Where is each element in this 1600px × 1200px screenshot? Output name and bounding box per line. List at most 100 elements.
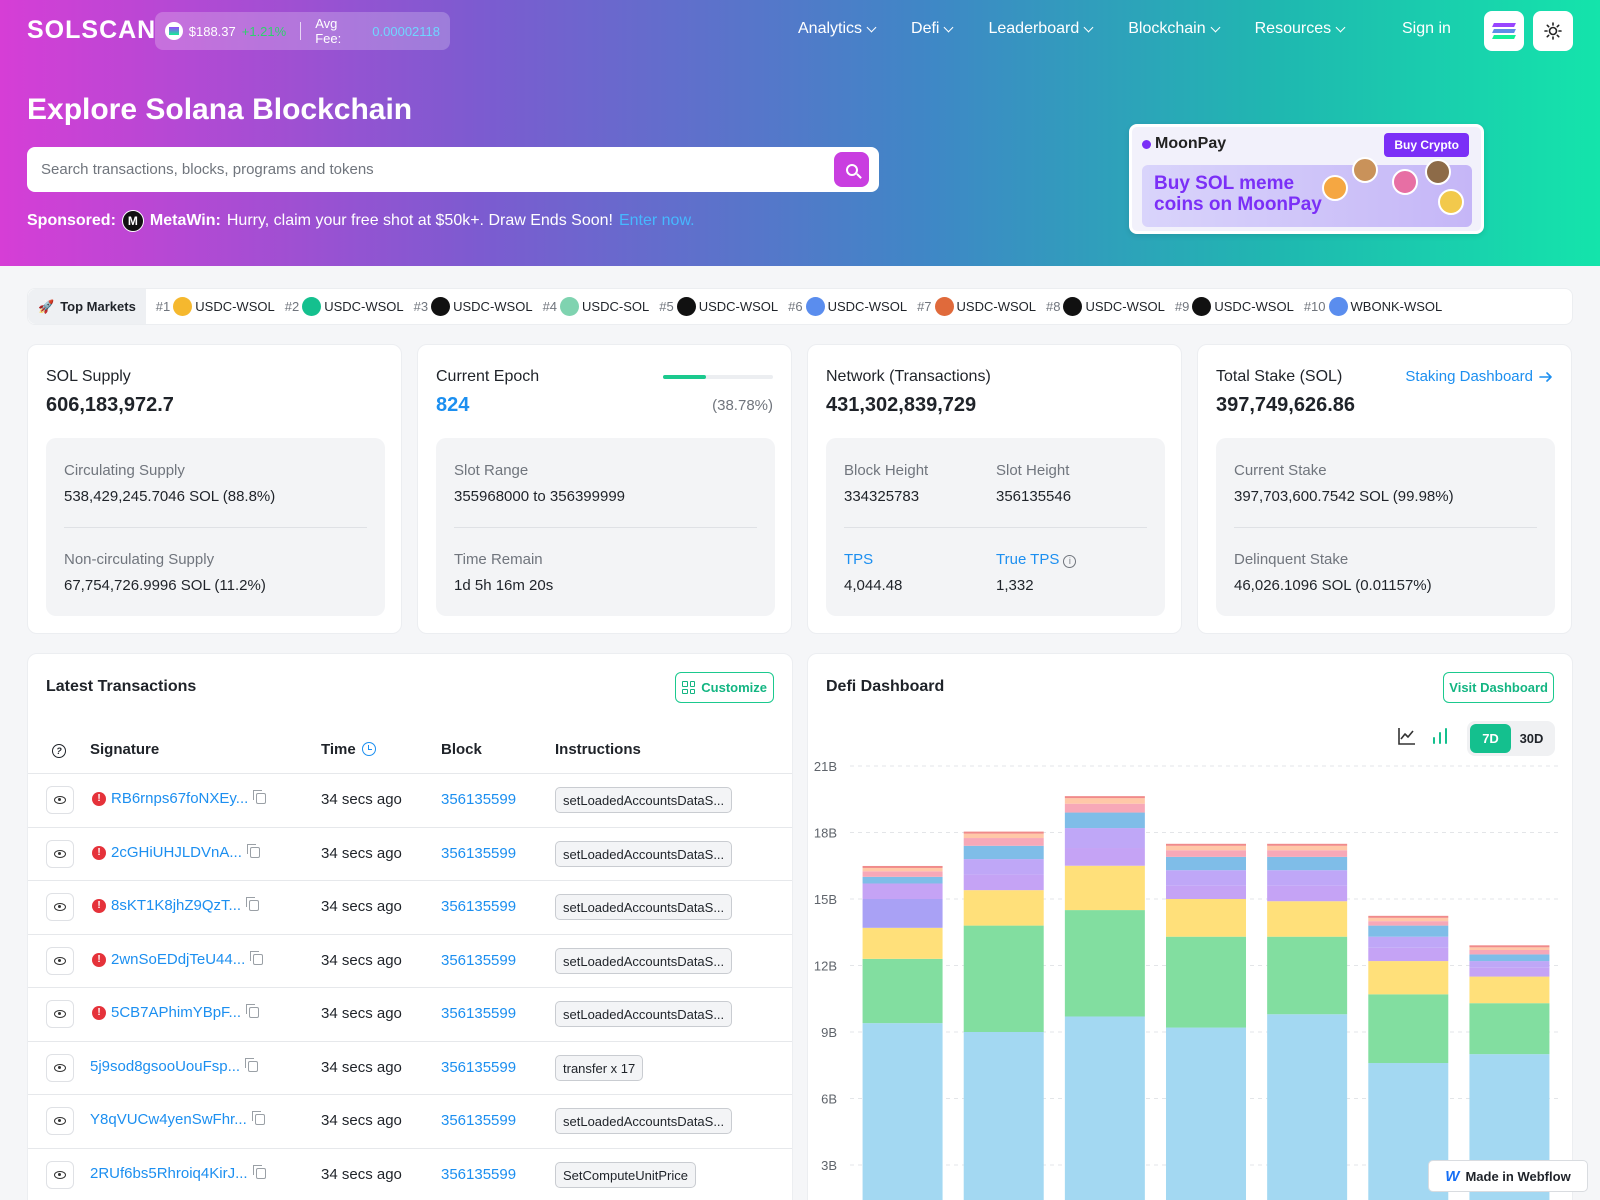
market-item[interactable]: #7 USDC-WSOL: [917, 297, 1036, 316]
help-icon[interactable]: ?: [52, 741, 66, 758]
bar-segment[interactable]: [1064, 848, 1145, 866]
customize-button[interactable]: Customize: [675, 672, 774, 703]
copy-icon[interactable]: [246, 1004, 260, 1018]
bar-segment[interactable]: [1064, 798, 1145, 804]
copy-icon[interactable]: [251, 1111, 265, 1125]
bar-segment[interactable]: [963, 838, 1044, 846]
bar-segment[interactable]: [963, 874, 1044, 891]
copy-icon[interactable]: [252, 1164, 266, 1179]
view-details-button[interactable]: [46, 946, 74, 975]
bar-segment[interactable]: [963, 859, 1044, 875]
bar-segment[interactable]: [862, 883, 943, 899]
bar-segment[interactable]: [1064, 828, 1145, 849]
enter-now-link[interactable]: Enter now.: [618, 212, 695, 229]
search-input[interactable]: [41, 161, 801, 178]
line-chart-icon[interactable]: [1397, 726, 1417, 746]
bar-segment[interactable]: [1368, 921, 1449, 926]
view-details-button[interactable]: [46, 1053, 74, 1082]
network-switch-button[interactable]: [1484, 11, 1524, 51]
bar-segment[interactable]: [963, 833, 1044, 839]
bar-segment[interactable]: [1469, 949, 1550, 955]
info-icon[interactable]: i: [1063, 555, 1077, 568]
true-tps-label[interactable]: True TPS i: [996, 551, 1077, 568]
bar-segment[interactable]: [1469, 1003, 1550, 1055]
sign-in-link[interactable]: Sign in: [1402, 20, 1451, 37]
bar-segment[interactable]: [1166, 1027, 1246, 1200]
bar-segment[interactable]: [1166, 899, 1246, 937]
bar-segment[interactable]: [1368, 947, 1449, 962]
bar-segment[interactable]: [1064, 1016, 1145, 1200]
bar-segment[interactable]: [1267, 850, 1348, 857]
block-link[interactable]: 356135599: [441, 1165, 517, 1183]
moonpay-ad[interactable]: MoonPay Buy Crypto Buy SOL meme coins on…: [1129, 124, 1484, 234]
block-link[interactable]: 356135599: [441, 1005, 517, 1022]
bar-segment[interactable]: [1064, 803, 1145, 813]
signature-link[interactable]: 2cGHiUHJLDVnA...: [111, 843, 242, 861]
bar-segment[interactable]: [1368, 994, 1449, 1064]
market-item[interactable]: #4 USDC-SOL: [543, 297, 649, 316]
epoch-number[interactable]: 824: [436, 394, 470, 416]
bar-segment[interactable]: [862, 876, 943, 884]
block-link[interactable]: 356135599: [441, 1058, 517, 1076]
bar-segment[interactable]: [1469, 967, 1550, 977]
market-item[interactable]: #1 USDC-WSOL: [156, 297, 275, 316]
copy-icon[interactable]: [250, 950, 264, 965]
nav-blockchain[interactable]: Blockchain: [1128, 20, 1221, 38]
bar-segment[interactable]: [862, 1023, 943, 1200]
logo[interactable]: SOLSCAN: [27, 16, 157, 44]
bar-segment[interactable]: [1166, 936, 1246, 1028]
bar-segment[interactable]: [1469, 947, 1550, 950]
block-link[interactable]: 356135599: [441, 791, 517, 808]
bar-segment[interactable]: [1368, 917, 1449, 922]
bar-segment[interactable]: [1166, 850, 1246, 857]
bar-segment[interactable]: [1267, 1014, 1348, 1200]
market-item[interactable]: #5 USDC-WSOL: [659, 297, 778, 316]
buy-crypto-button[interactable]: Buy Crypto: [1384, 133, 1469, 157]
staking-dashboard-link[interactable]: Staking Dashboard: [1405, 368, 1553, 385]
bar-segment[interactable]: [1469, 954, 1550, 962]
bar-chart-icon[interactable]: [1430, 726, 1450, 746]
bar-segment[interactable]: [1267, 856, 1348, 871]
block-link[interactable]: 356135599: [441, 1112, 517, 1129]
bar-segment[interactable]: [1267, 885, 1348, 902]
bar-segment[interactable]: [1064, 812, 1145, 829]
view-details-button[interactable]: [46, 1000, 74, 1028]
market-item[interactable]: #3 USDC-WSOL: [414, 297, 533, 316]
view-details-button[interactable]: [46, 1107, 74, 1135]
market-item[interactable]: #9 USDC-WSOL: [1175, 297, 1294, 316]
market-item[interactable]: #6 USDC-WSOL: [788, 297, 907, 316]
copy-icon[interactable]: [246, 843, 260, 858]
signature-link[interactable]: 2wnSoEDdjTeU44...: [111, 950, 246, 968]
bar-segment[interactable]: [1267, 936, 1348, 1015]
tps-label[interactable]: TPS: [844, 551, 874, 568]
bar-segment[interactable]: [963, 845, 1044, 860]
copy-icon[interactable]: [246, 897, 260, 911]
visit-dashboard-button[interactable]: Visit Dashboard: [1443, 672, 1554, 703]
nav-analytics[interactable]: Analytics: [798, 20, 877, 38]
view-details-button[interactable]: [46, 786, 74, 814]
range-7d-button[interactable]: 7D: [1470, 724, 1511, 753]
search-button[interactable]: [834, 152, 869, 187]
view-details-button[interactable]: [46, 839, 74, 868]
bar-segment[interactable]: [963, 890, 1044, 926]
view-details-button[interactable]: [46, 1160, 74, 1189]
block-link[interactable]: 356135599: [441, 844, 517, 862]
theme-toggle-button[interactable]: [1533, 11, 1573, 51]
market-item[interactable]: #2 USDC-WSOL: [285, 297, 404, 316]
nav-leaderboard[interactable]: Leaderboard: [988, 20, 1094, 38]
bar-segment[interactable]: [1267, 870, 1348, 886]
bar-segment[interactable]: [1166, 845, 1246, 851]
signature-link[interactable]: 8sKT1K8jhZ9QzT...: [111, 897, 242, 914]
block-link[interactable]: 356135599: [441, 951, 517, 969]
bar-segment[interactable]: [1469, 976, 1550, 1004]
col-time[interactable]: Time: [321, 741, 376, 758]
bar-segment[interactable]: [862, 899, 943, 928]
range-30d-button[interactable]: 30D: [1519, 731, 1544, 746]
bar-segment[interactable]: [1064, 910, 1145, 1017]
bar-segment[interactable]: [862, 958, 943, 1024]
signature-link[interactable]: RB6rnps67foNXEy...: [111, 790, 249, 807]
bar-segment[interactable]: [862, 867, 943, 872]
bar-segment[interactable]: [862, 871, 943, 877]
bar-segment[interactable]: [1368, 936, 1449, 948]
bar-segment[interactable]: [963, 1032, 1044, 1200]
